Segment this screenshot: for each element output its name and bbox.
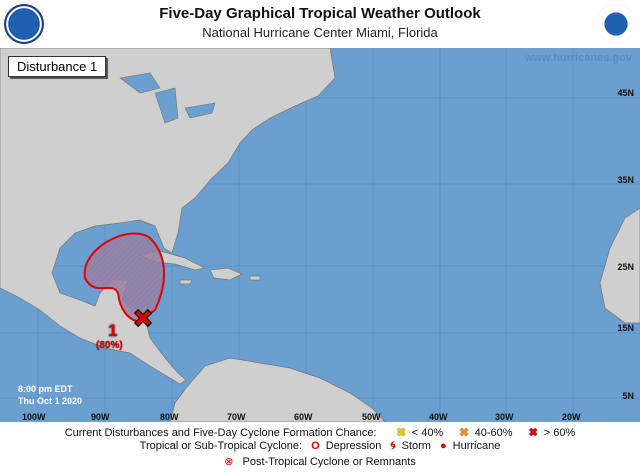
lon-label: 60W xyxy=(294,412,313,422)
header: Five-Day Graphical Tropical Weather Outl… xyxy=(0,0,640,48)
post-tropical-icon: ⊗ xyxy=(224,456,234,468)
lon-label: 30W xyxy=(495,412,514,422)
legend-label: Tropical or Sub-Tropical Cyclone: xyxy=(139,440,303,452)
x-medium-icon: ✖ xyxy=(459,427,469,439)
timestamp-date: Thu Oct 1 2020 xyxy=(18,396,83,406)
legend-post-tropical: Post-Tropical Cyclone or Remnants xyxy=(242,456,416,468)
legend-hurricane: Hurricane xyxy=(452,440,501,452)
legend-label: Current Disturbances and Five-Day Cyclon… xyxy=(64,427,377,439)
puerto-rico xyxy=(249,275,261,281)
lon-label: 50W xyxy=(362,412,381,422)
legend-row-cyclone: Tropical or Sub-Tropical Cyclone: O Depre… xyxy=(0,440,640,453)
jamaica xyxy=(179,279,193,285)
disturbance-area xyxy=(83,232,166,324)
legend-row-formation: Current Disturbances and Five-Day Cyclon… xyxy=(0,426,640,439)
legend-low: < 40% xyxy=(411,427,444,439)
panel-label: Disturbance 1 xyxy=(8,56,107,77)
lon-label: 70W xyxy=(227,412,246,422)
depression-icon: O xyxy=(311,440,320,452)
x-high-icon: ✖ xyxy=(528,427,538,439)
lat-label: 25N xyxy=(617,262,634,272)
lon-label: 40W xyxy=(429,412,448,422)
lat-label: 35N xyxy=(617,175,634,185)
hurricane-icon: ● xyxy=(439,440,447,452)
lon-label: 100W xyxy=(22,412,46,422)
disturbance-number: 1 xyxy=(108,321,118,340)
south-america xyxy=(169,357,386,422)
legend-storm: Storm xyxy=(401,440,431,452)
watermark: www.hurricanes.gov xyxy=(524,52,632,64)
x-low-icon: ✖ xyxy=(396,427,406,439)
legend-high: > 60% xyxy=(543,427,576,439)
timestamp-time: 8:00 pm EDT xyxy=(18,384,73,394)
lat-label: 15N xyxy=(617,323,634,333)
page-title: Five-Day Graphical Tropical Weather Outl… xyxy=(159,5,481,22)
lon-label: 20W xyxy=(562,412,581,422)
lon-label: 90W xyxy=(91,412,110,422)
lat-label: 45N xyxy=(617,88,634,98)
lat-label: 5N xyxy=(622,391,634,401)
legend-depression: Depression xyxy=(325,440,382,452)
disturbance-chance: (80%) xyxy=(96,340,123,351)
disturbance-x-icon xyxy=(133,308,153,328)
north-america xyxy=(0,48,336,385)
hispaniola xyxy=(209,267,243,281)
noaa-logo xyxy=(4,4,44,44)
page-subtitle: National Hurricane Center Miami, Florida xyxy=(202,25,438,40)
africa xyxy=(599,207,640,324)
lon-label: 80W xyxy=(160,412,179,422)
great-lakes xyxy=(119,72,216,124)
storm-icon: 🌀︎ xyxy=(390,440,396,452)
legend-medium: 40-60% xyxy=(474,427,513,439)
nws-logo xyxy=(596,4,636,44)
map xyxy=(0,48,640,422)
legend-row-post-tropical: ⊗ Post-Tropical Cyclone or Remnants xyxy=(0,455,640,468)
